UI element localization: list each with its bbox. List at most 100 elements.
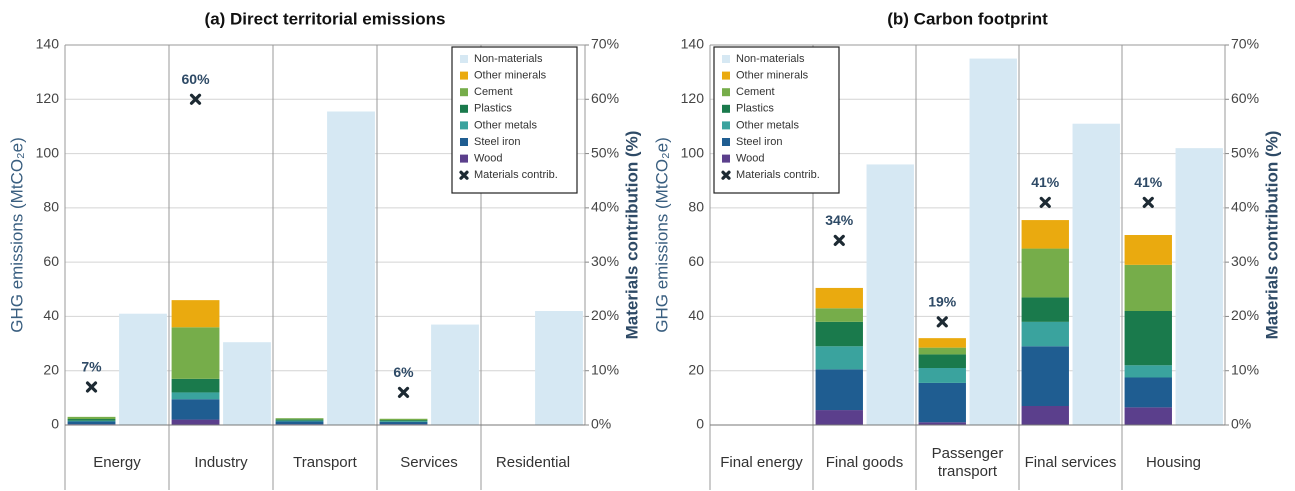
bar-segment <box>171 399 220 420</box>
legend-swatch <box>460 154 468 163</box>
legend-label: Other metals <box>736 119 799 131</box>
bar-segment <box>1021 346 1069 406</box>
data-label: 34% <box>825 212 854 228</box>
legend-label: Other metals <box>474 119 537 131</box>
bar-segment <box>1124 311 1172 366</box>
bar-segment <box>379 418 428 421</box>
legend-swatch <box>460 55 468 63</box>
x-tick-label: Final energy <box>720 453 803 471</box>
y-axis-label: GHG emissions (MtCO₂e) <box>652 137 671 333</box>
y2-tick-label: 70% <box>591 36 619 52</box>
data-label: 41% <box>1134 174 1163 190</box>
legend-marker <box>721 170 731 180</box>
marker <box>1039 196 1051 209</box>
y2-tick-label: 50% <box>1231 144 1259 160</box>
x-tick-label: Services <box>400 453 458 471</box>
bar-segment <box>379 421 428 423</box>
bar-segment <box>1021 297 1069 322</box>
y2-tick-label: 10% <box>591 361 619 377</box>
marker <box>85 381 98 393</box>
legend-label: Cement <box>474 86 513 98</box>
bar-segment <box>815 308 863 322</box>
legend-swatch <box>722 138 730 146</box>
legend-label: Steel iron <box>736 136 782 148</box>
data-label: 19% <box>928 294 957 310</box>
bar-segment <box>67 421 116 425</box>
data-label: 6% <box>393 364 414 380</box>
bar-segment <box>379 420 428 422</box>
x-tick-container: Residential <box>495 453 571 471</box>
x-tick-label: Transport <box>293 453 357 471</box>
y-tick-label: 0 <box>51 416 59 432</box>
legend-label: Wood <box>736 153 765 165</box>
bar-segment <box>815 369 863 411</box>
chart-title: (b) Carbon footprint <box>887 9 1048 28</box>
legend-swatch <box>460 104 468 113</box>
y-tick-label: 100 <box>681 144 705 160</box>
y-tick-label: 40 <box>688 307 704 323</box>
legend-swatch <box>722 71 730 80</box>
legend-label: Wood <box>474 153 503 165</box>
bar-segment <box>1021 220 1069 249</box>
legend-box <box>713 46 840 194</box>
bar-segment <box>1124 377 1172 408</box>
legend-label: Non-materials <box>474 53 543 65</box>
bar <box>866 164 914 425</box>
bar-segment <box>67 420 116 422</box>
y2-tick-label: 40% <box>591 199 619 215</box>
bar-segment <box>918 347 966 355</box>
legend-swatch <box>722 104 730 113</box>
y-tick-label: 60 <box>43 253 59 269</box>
legend-swatch <box>460 88 468 97</box>
bar-segment <box>1124 264 1172 311</box>
y2-tick-label: 20% <box>1231 307 1259 323</box>
bar-segment <box>1124 407 1172 425</box>
legend-label: Non-materials <box>736 53 805 65</box>
x-tick-label: Final services <box>1024 453 1117 471</box>
bar-segment <box>275 418 324 420</box>
y2-axis-label: Materials contribution (%) <box>1262 131 1281 340</box>
bar-segment <box>171 378 220 393</box>
bar-segment <box>1021 406 1069 425</box>
marker <box>833 234 845 247</box>
bar-segment <box>67 419 116 421</box>
y2-tick-label: 50% <box>591 144 619 160</box>
x-tick-label: Residential <box>495 453 571 471</box>
legend-swatch <box>722 154 730 163</box>
legend-swatch <box>460 71 468 80</box>
bar-segment <box>275 419 324 421</box>
y-tick-label: 80 <box>688 199 704 215</box>
y-tick-label: 140 <box>36 36 60 52</box>
y-tick-label: 80 <box>43 199 59 215</box>
y2-tick-label: 30% <box>1231 253 1259 269</box>
y-tick-label: 120 <box>681 90 705 106</box>
y2-tick-label: 0% <box>1231 416 1251 432</box>
y2-tick-label: 70% <box>1231 36 1259 52</box>
bar-segment <box>1021 248 1069 298</box>
bar-segment <box>918 368 966 383</box>
y-tick-label: 20 <box>43 361 59 377</box>
x-tick-label: Final goods <box>825 453 904 471</box>
legend-swatch <box>460 121 468 130</box>
y-axis-label: GHG emissions (MtCO₂e) <box>7 137 26 333</box>
bar <box>535 311 583 425</box>
x-tick-label: Energy <box>93 453 141 471</box>
legend-label: Other minerals <box>736 70 809 82</box>
bar-segment <box>815 346 863 370</box>
data-label: 41% <box>1031 174 1060 190</box>
bar-segment <box>1021 321 1069 347</box>
x-tick-container: Transport <box>293 453 357 471</box>
y-tick-label: 60 <box>688 253 704 269</box>
bar-segment <box>171 419 220 425</box>
x-tick-container: Energy <box>93 453 141 471</box>
legend-label: Plastics <box>736 103 774 115</box>
y2-tick-label: 60% <box>591 90 619 106</box>
bar <box>223 342 271 425</box>
x-tick-container: Passenger transport <box>932 445 1004 480</box>
y2-tick-label: 10% <box>1231 361 1259 377</box>
bar <box>1072 123 1120 425</box>
marker <box>936 316 948 328</box>
y-tick-label: 100 <box>36 144 60 160</box>
